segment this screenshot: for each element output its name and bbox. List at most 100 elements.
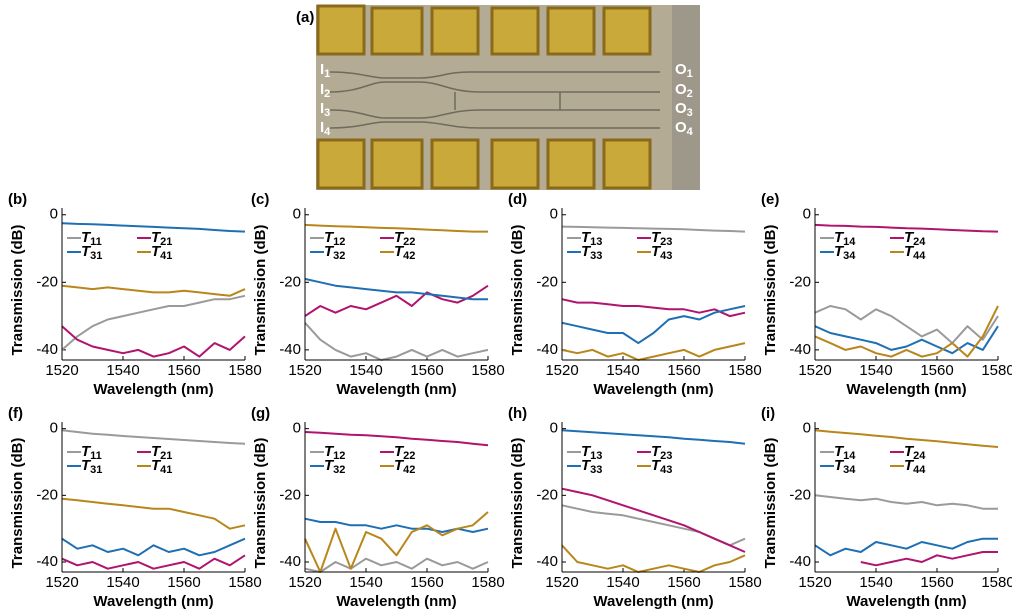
series-line	[62, 555, 245, 568]
y-axis-label: Transmission (dB)	[509, 225, 526, 356]
x-tick-label: 1520	[545, 362, 578, 379]
x-tick-label: 1560	[167, 574, 200, 591]
y-tick-label: -20	[36, 486, 58, 503]
y-tick-label: 0	[293, 420, 301, 437]
x-tick-label: 1540	[106, 574, 139, 591]
x-axis-label: Wavelength (nm)	[336, 381, 456, 398]
y-tick-label: 0	[293, 206, 301, 223]
series-line	[562, 545, 745, 572]
series-line	[815, 495, 998, 508]
x-tick-label: 1580	[228, 362, 261, 379]
x-tick-label: 1580	[471, 362, 504, 379]
series-line	[305, 286, 488, 316]
y-tick-label: 0	[550, 206, 558, 223]
x-axis-label: Wavelength (nm)	[846, 381, 966, 398]
figure: (a) I1I2I3I4O1O2O3O4 (b) Transmission (dB…	[0, 0, 1012, 615]
series-line	[305, 323, 488, 360]
panel-label: (c)	[251, 191, 269, 208]
y-tick-label: -40	[279, 553, 301, 570]
series-line	[62, 286, 245, 296]
y-axis-label: Transmission (dB)	[252, 438, 269, 569]
x-axis-label: Wavelength (nm)	[93, 381, 213, 398]
y-tick-label: -40	[536, 553, 558, 570]
y-tick-label: -20	[536, 273, 558, 290]
y-tick-label: -20	[536, 486, 558, 503]
x-tick-label: 1580	[981, 574, 1012, 591]
x-tick-label: 1520	[545, 574, 578, 591]
x-tick-label: 1520	[288, 362, 321, 379]
y-tick-label: 0	[550, 420, 558, 437]
x-tick-label: 1580	[981, 362, 1012, 379]
series-line	[562, 306, 745, 343]
x-tick-label: 1540	[859, 362, 892, 379]
x-tick-label: 1540	[859, 574, 892, 591]
x-tick-label: 1520	[798, 574, 831, 591]
series-line	[62, 499, 245, 529]
series-line	[562, 430, 745, 443]
panel-label: (a)	[296, 9, 314, 26]
x-tick-label: 1580	[728, 574, 761, 591]
y-tick-label: 0	[803, 420, 811, 437]
series-line	[562, 299, 745, 316]
series-line	[815, 306, 998, 357]
panel-label: (h)	[508, 405, 527, 422]
panel-label: (e)	[761, 191, 779, 208]
y-tick-label: -20	[279, 486, 301, 503]
y-axis-label: Transmission (dB)	[9, 438, 26, 569]
y-axis-label: Transmission (dB)	[509, 438, 526, 569]
y-tick-label: -40	[36, 553, 58, 570]
series-line	[62, 326, 245, 356]
x-tick-label: 1560	[920, 362, 953, 379]
y-tick-label: -40	[36, 341, 58, 358]
panel-label: (g)	[251, 405, 270, 422]
y-axis-label: Transmission (dB)	[252, 225, 269, 356]
y-tick-label: 0	[50, 206, 58, 223]
series-line	[62, 296, 245, 350]
series-line	[562, 343, 745, 360]
x-tick-label: 1560	[667, 362, 700, 379]
x-tick-label: 1540	[349, 362, 382, 379]
x-tick-label: 1580	[471, 574, 504, 591]
series-line	[305, 519, 488, 532]
y-tick-label: 0	[803, 206, 811, 223]
panel-label: (d)	[508, 191, 527, 208]
x-tick-label: 1560	[410, 574, 443, 591]
series-line	[815, 306, 998, 343]
y-axis-label: Transmission (dB)	[762, 225, 779, 356]
x-tick-label: 1540	[106, 362, 139, 379]
y-tick-label: -40	[789, 341, 811, 358]
x-axis-label: Wavelength (nm)	[846, 593, 966, 610]
x-tick-label: 1560	[920, 574, 953, 591]
panel-label: (i)	[761, 405, 775, 422]
series-line	[62, 430, 245, 443]
x-tick-label: 1520	[288, 574, 321, 591]
series-line	[62, 539, 245, 556]
x-tick-label: 1520	[798, 362, 831, 379]
y-tick-label: -20	[36, 273, 58, 290]
x-axis-label: Wavelength (nm)	[93, 593, 213, 610]
series-line	[562, 489, 745, 552]
x-axis-label: Wavelength (nm)	[593, 593, 713, 610]
page: (a) I1I2I3I4O1O2O3O4 (b) Transmission (dB…	[0, 0, 1012, 615]
y-tick-label: -20	[789, 486, 811, 503]
x-axis-label: Wavelength (nm)	[336, 593, 456, 610]
y-tick-label: -20	[789, 273, 811, 290]
panel-label: (b)	[8, 191, 27, 208]
y-tick-label: -40	[536, 341, 558, 358]
x-tick-label: 1580	[728, 362, 761, 379]
y-tick-label: -20	[279, 273, 301, 290]
x-tick-label: 1560	[667, 574, 700, 591]
y-axis-label: Transmission (dB)	[762, 438, 779, 569]
series-line	[861, 552, 998, 565]
y-tick-label: -40	[279, 341, 301, 358]
series-line	[815, 539, 998, 556]
x-tick-label: 1520	[45, 574, 78, 591]
y-axis-label: Transmission (dB)	[9, 225, 26, 356]
y-tick-label: 0	[50, 420, 58, 437]
x-tick-label: 1540	[606, 574, 639, 591]
y-tick-label: -40	[789, 553, 811, 570]
x-tick-label: 1560	[410, 362, 443, 379]
x-tick-label: 1520	[45, 362, 78, 379]
panel-label: (f)	[8, 405, 23, 422]
